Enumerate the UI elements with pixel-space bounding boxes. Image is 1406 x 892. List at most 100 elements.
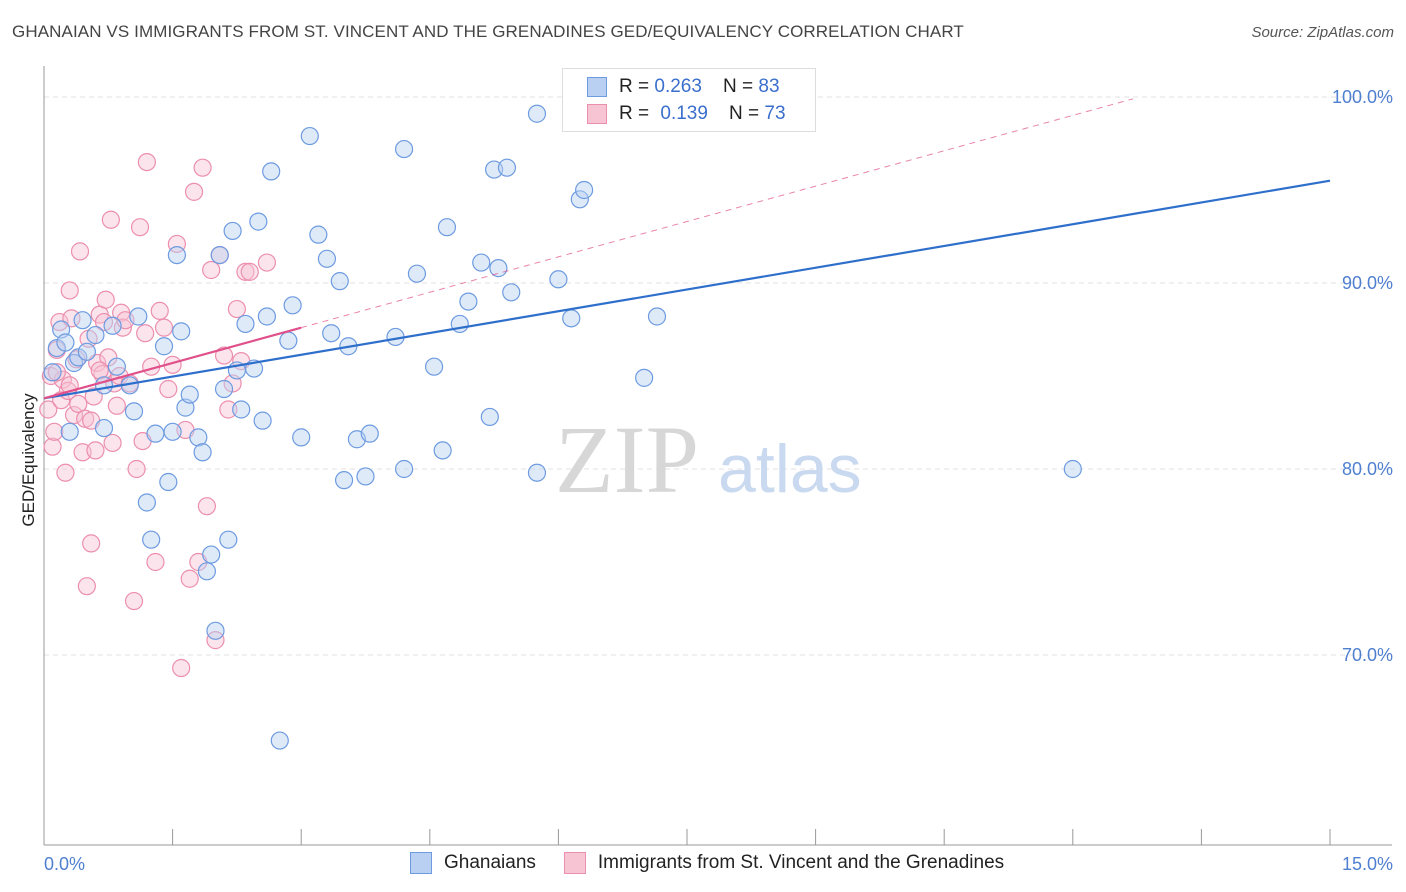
- point-immigrant: [103, 433, 122, 453]
- point-immigrant: [90, 361, 109, 380]
- point-ghanaian: [107, 357, 126, 376]
- point-ghanaian: [459, 292, 478, 311]
- y-tick-label: 100.0%: [1332, 87, 1393, 107]
- point-ghanaian: [129, 307, 148, 326]
- point-ghanaian: [146, 424, 165, 443]
- point-ghanaian: [257, 307, 277, 326]
- point-immigrant: [77, 577, 96, 596]
- point-ghanaian: [77, 342, 96, 361]
- point-immigrant: [219, 400, 238, 419]
- point-ghanaian: [330, 272, 349, 291]
- point-ghanaian: [262, 162, 281, 181]
- point-ghanaian: [570, 190, 589, 209]
- point-ghanaian: [437, 218, 457, 237]
- point-ghanaian: [647, 307, 667, 326]
- bottom-legend: Ghanaians Immigrants from St. Vincent an…: [410, 852, 1032, 874]
- point-ghanaian: [317, 249, 337, 268]
- point-immigrant: [86, 441, 105, 460]
- point-immigrant: [84, 387, 103, 406]
- legend-swatch-blue: [587, 77, 607, 97]
- tick-labels: 100.0% 90.0% 80.0% 70.0% 0.0% 15.0%: [44, 87, 1393, 874]
- point-immigrant: [154, 318, 174, 337]
- point-ghanaian: [635, 368, 654, 387]
- legend-row-ghanaians: R = 0.263 N = 83: [587, 75, 780, 99]
- legend-n-label: N =: [723, 76, 759, 97]
- point-ghanaian: [549, 270, 568, 289]
- watermark-zip: ZIP: [555, 406, 699, 513]
- series-pink-points: [39, 153, 277, 678]
- point-ghanaian: [163, 422, 182, 441]
- point-ghanaian: [159, 472, 178, 492]
- point-ghanaian: [137, 493, 156, 512]
- trend-line-ghanaians: [43, 179, 1331, 400]
- point-ghanaian: [1063, 459, 1082, 479]
- point-ghanaian: [322, 324, 341, 343]
- point-immigrant: [96, 290, 115, 309]
- point-ghanaian: [124, 402, 144, 421]
- series-blue-points: [43, 80, 1082, 750]
- point-immigrant: [47, 363, 66, 382]
- point-immigrant: [64, 405, 84, 425]
- watermark-atlas: atlas: [718, 431, 862, 507]
- point-ghanaian: [497, 158, 517, 177]
- point-ghanaian: [394, 139, 414, 159]
- bottom-legend-immigrants: Immigrants from St. Vincent and the Gren…: [563, 852, 1005, 874]
- point-immigrant: [130, 218, 150, 237]
- point-ghanaian: [210, 246, 229, 265]
- point-ghanaian: [575, 180, 594, 200]
- point-ghanaian: [292, 428, 311, 447]
- point-ghanaian: [562, 309, 581, 328]
- point-ghanaian: [283, 296, 302, 315]
- point-ghanaian: [180, 385, 199, 404]
- point-ghanaian: [103, 316, 122, 335]
- point-immigrant: [88, 353, 107, 373]
- trend-line-immigrants: [43, 326, 302, 400]
- point-immigrant: [159, 379, 178, 399]
- point-ghanaian: [142, 530, 161, 549]
- point-immigrant: [124, 591, 144, 611]
- legend: R = 0.263 N = 83 R = 0.139 N = 73: [562, 68, 816, 132]
- axes: [43, 66, 1392, 846]
- point-immigrant: [197, 497, 216, 516]
- point-immigrant: [60, 281, 79, 300]
- point-immigrant: [137, 153, 156, 172]
- y-axis-label: GED/Equivalency: [19, 393, 38, 527]
- trend-line-immigrants-extension: [301, 98, 1133, 329]
- point-immigrant: [257, 253, 277, 272]
- bottom-legend-label: Ghanaians: [444, 852, 536, 873]
- point-immigrant: [214, 346, 234, 365]
- point-immigrant: [180, 569, 199, 588]
- point-ghanaian: [232, 400, 251, 419]
- point-ghanaian: [356, 467, 375, 486]
- y-tick-label: 70.0%: [1342, 645, 1393, 665]
- point-ghanaian: [360, 424, 379, 443]
- x-tick-label: 0.0%: [44, 854, 85, 874]
- point-ghanaian: [223, 221, 242, 241]
- legend-r-value: 0.263: [654, 76, 702, 97]
- bottom-legend-label: Immigrants from St. Vincent and the Gren…: [597, 852, 1005, 873]
- trend-lines: [43, 98, 1331, 400]
- point-ghanaian: [472, 253, 491, 272]
- point-ghanaian: [172, 322, 191, 341]
- source-credit: Source: ZipAtlas.com: [1251, 24, 1394, 41]
- point-ghanaian: [249, 212, 268, 231]
- point-immigrant: [127, 459, 146, 479]
- point-ghanaian: [394, 459, 414, 479]
- point-immigrant: [69, 394, 88, 413]
- point-immigrant: [184, 182, 204, 201]
- bottom-legend-ghanaians: Ghanaians: [410, 852, 536, 874]
- bottom-legend-swatch-blue: [410, 852, 432, 874]
- point-immigrant: [146, 552, 165, 572]
- legend-n-value: 83: [758, 76, 780, 97]
- x-tick-label: 15.0%: [1342, 854, 1393, 874]
- point-immigrant: [202, 260, 221, 280]
- point-immigrant: [50, 312, 69, 332]
- point-ghanaian: [236, 314, 255, 334]
- point-ghanaian: [300, 126, 319, 146]
- point-ghanaian: [189, 428, 208, 447]
- point-immigrant: [70, 242, 90, 261]
- legend-swatch-pink: [587, 104, 607, 124]
- legend-r-value: 0.139: [660, 103, 708, 124]
- point-ghanaian: [407, 264, 427, 283]
